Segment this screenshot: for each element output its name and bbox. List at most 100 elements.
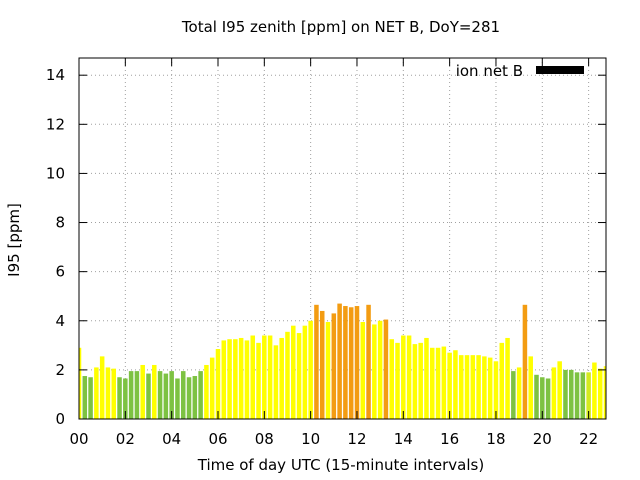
bar <box>458 355 464 419</box>
bar <box>366 304 371 419</box>
bar <box>308 320 313 419</box>
y-tick-label: 2 <box>55 361 65 379</box>
y-tick-label: 10 <box>46 164 65 182</box>
bar <box>412 344 418 419</box>
bar <box>586 372 591 419</box>
bar <box>291 325 296 419</box>
bar <box>331 313 337 419</box>
bar <box>430 347 435 419</box>
x-tick-label: 00 <box>69 430 88 448</box>
legend-swatch <box>536 66 584 74</box>
bar <box>534 374 539 419</box>
bar <box>123 378 128 419</box>
chart-title: Total I95 zenith [ppm] on NET B, DoY=281 <box>181 18 500 36</box>
bar <box>464 355 470 419</box>
bar <box>82 376 88 419</box>
bar <box>134 371 140 419</box>
x-tick-label: 10 <box>301 430 320 448</box>
x-tick-label: 02 <box>116 430 135 448</box>
bar <box>88 377 93 419</box>
bar <box>476 355 481 419</box>
x-tick-label: 04 <box>162 430 181 448</box>
bar <box>424 337 429 419</box>
legend: ion net B <box>456 62 584 80</box>
bar <box>256 342 261 419</box>
bar <box>314 304 319 419</box>
x-tick-label: 12 <box>347 430 366 448</box>
bar <box>540 377 545 419</box>
bar <box>499 342 505 419</box>
bar <box>250 335 255 419</box>
y-tick-label: 8 <box>55 214 65 232</box>
bar <box>146 373 151 419</box>
bar <box>354 306 360 419</box>
bar <box>227 339 232 419</box>
x-tick-label: 22 <box>579 430 598 448</box>
x-tick-label: 08 <box>255 430 274 448</box>
bar <box>470 355 476 419</box>
bar <box>267 335 273 419</box>
bar <box>389 339 394 419</box>
bar <box>285 331 290 419</box>
bar <box>279 337 284 419</box>
bar <box>505 337 510 419</box>
x-tick-label: 20 <box>533 430 552 448</box>
bar <box>157 371 163 419</box>
bar <box>262 335 267 419</box>
bar <box>94 367 99 419</box>
bar <box>453 350 458 419</box>
bar <box>337 303 342 419</box>
y-axis-label: I95 [ppm] <box>5 203 23 277</box>
bar <box>377 320 383 419</box>
x-tick-label: 06 <box>208 430 227 448</box>
bar <box>557 361 562 419</box>
bar <box>238 337 244 419</box>
x-tick-label: 14 <box>394 430 413 448</box>
bar <box>487 357 493 419</box>
bar <box>493 361 499 419</box>
bar <box>128 371 134 419</box>
bar <box>221 340 227 419</box>
bar <box>511 371 516 419</box>
bar <box>180 371 186 419</box>
bar <box>209 357 215 419</box>
bar <box>105 367 111 419</box>
bar <box>152 364 157 419</box>
bar <box>447 352 452 419</box>
bar <box>192 376 198 419</box>
bar <box>580 372 586 419</box>
bar <box>348 307 354 419</box>
bar <box>117 377 122 419</box>
bar <box>163 373 169 419</box>
bar <box>198 371 203 419</box>
bar <box>233 339 238 419</box>
bars <box>79 303 606 419</box>
bar <box>563 369 568 419</box>
bar <box>273 345 279 419</box>
bar <box>99 356 105 419</box>
bar <box>522 304 528 419</box>
y-tick-label: 14 <box>46 66 65 84</box>
bar <box>597 368 603 419</box>
bar <box>603 366 606 419</box>
y-tick-label: 0 <box>55 410 65 428</box>
bar <box>204 364 209 419</box>
legend-label: ion net B <box>456 62 523 80</box>
bar <box>79 347 82 419</box>
bar <box>574 372 580 419</box>
bar <box>568 369 574 419</box>
bar <box>175 378 180 419</box>
bar <box>244 340 250 419</box>
x-tick-label: 18 <box>486 430 505 448</box>
plot-frame <box>78 57 607 420</box>
bar <box>383 319 389 419</box>
bar <box>111 368 117 419</box>
bar <box>140 364 145 419</box>
bar <box>325 321 331 419</box>
bar <box>401 335 406 419</box>
bar <box>360 321 366 419</box>
bar <box>406 335 412 419</box>
bar <box>372 324 377 419</box>
y-tick-label: 4 <box>55 312 65 330</box>
